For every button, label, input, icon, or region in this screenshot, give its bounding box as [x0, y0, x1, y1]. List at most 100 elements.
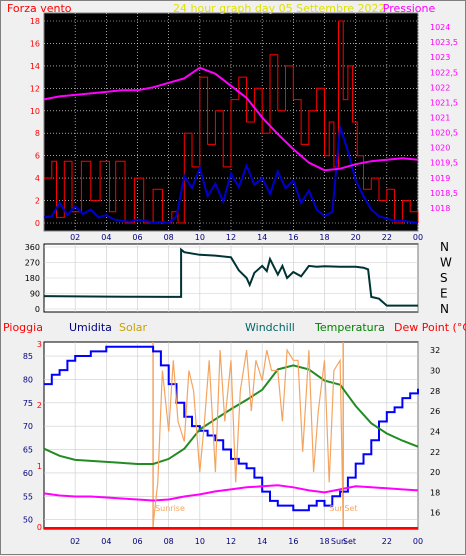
humidity-tick-label: 80: [23, 375, 33, 384]
x-tick-label: 22: [382, 537, 392, 546]
direction-letter: N: [440, 240, 449, 254]
x-tick-label: 06: [132, 537, 142, 546]
x-tick-label: 16: [288, 537, 298, 546]
sunset-label: SunSet: [329, 504, 357, 513]
direction-letter: W: [440, 256, 452, 270]
temperature-tick-label: 32: [430, 346, 440, 355]
direction-tick-label: 270: [25, 259, 40, 268]
x-tick-label: Set: [343, 537, 356, 546]
rain-label: Pioggia: [3, 321, 43, 334]
right-tick-label: 1020,5: [430, 129, 458, 138]
humidity-line: [44, 345, 419, 512]
wind-force-label: Forza vento: [7, 2, 72, 15]
wind-direction-grid: [44, 244, 419, 312]
right-tick-label: 1021,5: [430, 98, 458, 107]
right-tick-label: 1019,5: [430, 159, 458, 168]
left-tick-label: 0: [35, 219, 40, 228]
pressure-line: [43, 66, 419, 172]
left-tick-label: 2: [35, 197, 40, 206]
humidity-tick-label: 55: [23, 492, 33, 501]
x-tick-label: Sun: [331, 537, 346, 546]
sunrise-label: Sunrise: [155, 504, 185, 513]
x-tick-label: 16: [288, 233, 298, 242]
gust-line: [44, 20, 419, 224]
x-tick-label: 12: [226, 233, 236, 242]
dewpoint-label: Dew Point (°C): [394, 321, 466, 334]
left-tick-label: 18: [30, 17, 40, 26]
left-tick-label: 4: [35, 174, 40, 183]
temperature-tick-label: 26: [430, 407, 440, 416]
temperature-label: Temperatura: [314, 321, 385, 334]
right-tick-label: 1021: [430, 113, 450, 122]
rain-tick-label: 0: [37, 523, 42, 532]
temperature-tick-label: 30: [430, 366, 440, 375]
temperature-tick-label: 24: [430, 427, 440, 436]
temperature-humidity-series: [43, 345, 419, 529]
direction-letter: S: [440, 271, 448, 285]
x-tick-label: 12: [226, 537, 236, 546]
direction-letter: E: [440, 287, 448, 301]
temperature-tick-label: 28: [430, 387, 440, 396]
temperature-line: [43, 364, 419, 465]
humidity-tick-label: 85: [23, 352, 33, 361]
humidity-tick-label: 70: [23, 422, 33, 431]
wind-direction-series: [43, 247, 418, 307]
temperature-humidity-ticks: 5055606570758085161820222426283032012302…: [23, 340, 440, 546]
x-tick-label: 04: [101, 233, 111, 242]
x-tick-label: 20: [351, 233, 361, 242]
x-tick-label: 18: [319, 537, 329, 546]
solar-label: Solar: [119, 321, 148, 334]
humidity-tick-label: 60: [23, 469, 33, 478]
right-tick-label: 1018,5: [430, 189, 458, 198]
temperature-tick-label: 18: [430, 488, 440, 497]
windchill-label: Windchill: [245, 321, 295, 334]
right-tick-label: 1018: [430, 204, 450, 213]
temperature-tick-label: 16: [430, 509, 440, 518]
direction-tick-label: 180: [25, 274, 40, 283]
right-tick-label: 1023,5: [430, 38, 458, 47]
x-tick-label: 10: [195, 233, 205, 242]
rain-tick-label: 2: [37, 401, 42, 410]
left-tick-label: 6: [35, 152, 40, 161]
average-wind-line: [43, 126, 419, 225]
dewpoint-line: [43, 484, 419, 502]
x-tick-label: 10: [195, 537, 205, 546]
right-tick-label: 1020: [430, 144, 450, 153]
x-tick-label: 00: [413, 233, 423, 242]
rain-tick-label: 3: [37, 340, 42, 349]
x-tick-label: 18: [319, 233, 329, 242]
right-tick-label: 1019: [430, 174, 450, 183]
left-tick-label: 12: [30, 84, 40, 93]
rain-tick-label: 1: [37, 462, 42, 471]
humidity-label: Umidita: [69, 321, 112, 334]
temperature-tick-label: 22: [430, 448, 440, 457]
wind-pressure-series: [43, 20, 419, 225]
direction-letter: N: [440, 302, 449, 316]
temperature-tick-label: 20: [430, 468, 440, 477]
x-tick-label: 08: [164, 233, 174, 242]
humidity-tick-label: 75: [23, 399, 33, 408]
left-tick-label: 8: [35, 129, 40, 138]
x-tick-label: 08: [164, 537, 174, 546]
x-tick-label: 04: [101, 537, 111, 546]
wind-direction-line: [43, 247, 418, 307]
chart-title: 24 hour graph day 05 Settembre 2022: [173, 2, 386, 15]
left-tick-label: 10: [30, 107, 40, 116]
humidity-tick-label: 65: [23, 446, 33, 455]
x-tick-label: 22: [382, 233, 392, 242]
x-tick-label: 14: [257, 233, 267, 242]
x-tick-label: 02: [70, 537, 80, 546]
humidity-tick-label: 50: [23, 516, 33, 525]
x-tick-label: 02: [70, 233, 80, 242]
pressure-label: Pressione: [383, 2, 436, 15]
x-tick-label: 06: [132, 233, 142, 242]
direction-tick-label: 0: [35, 305, 40, 314]
solar-line: [152, 348, 344, 525]
left-tick-label: 16: [30, 39, 40, 48]
right-tick-label: 1022,5: [430, 68, 458, 77]
direction-tick-label: 360: [25, 243, 40, 252]
right-tick-label: 1022: [430, 83, 450, 92]
